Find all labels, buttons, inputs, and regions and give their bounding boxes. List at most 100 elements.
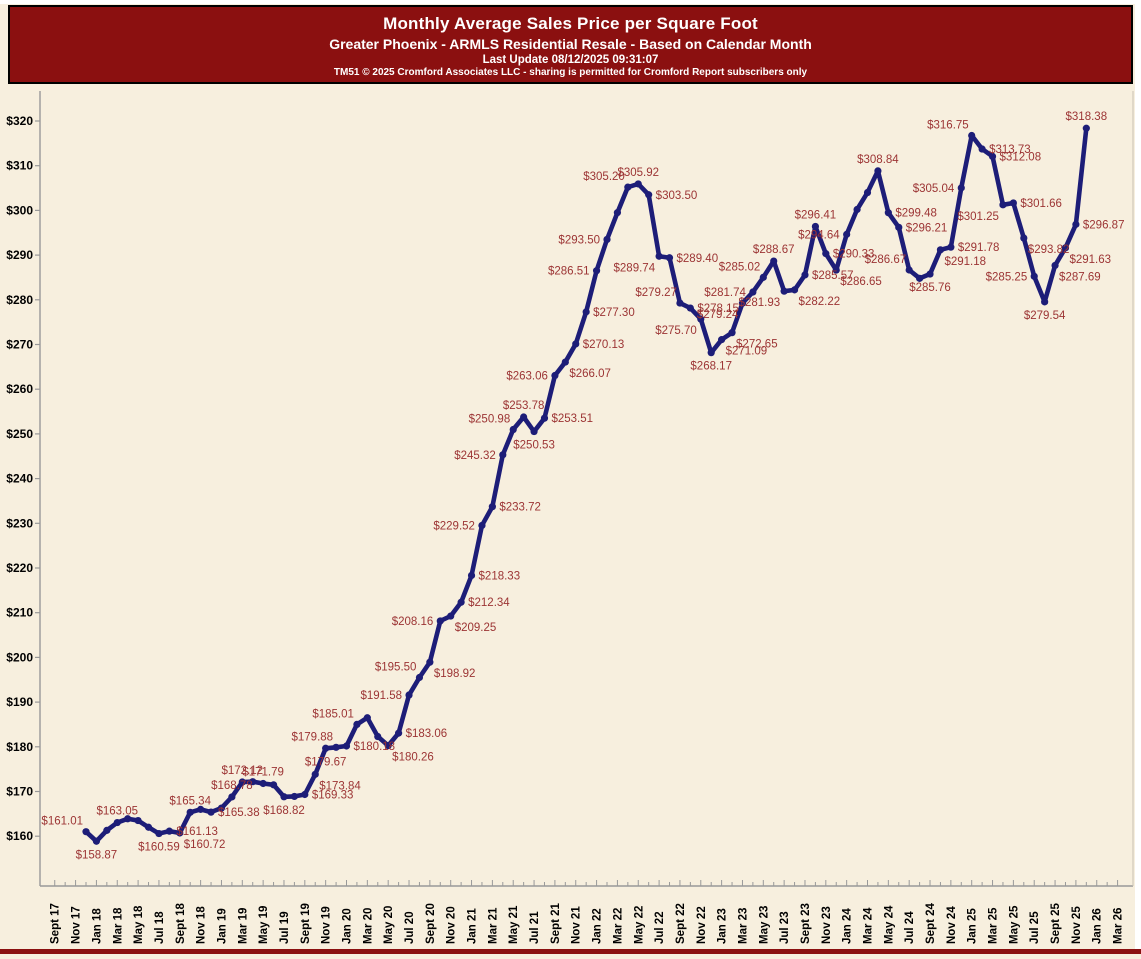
data-point-label: $303.50 [656,190,698,202]
x-tick-label: Nov 23 [821,906,833,944]
data-point-marker [280,793,288,801]
data-point-label: $313.73 [989,144,1031,156]
data-point-marker [738,299,747,307]
data-point-label: $299.48 [895,208,937,220]
data-point-marker [207,808,215,816]
data-point-label: $293.82 [1028,244,1070,256]
data-point-marker [1072,220,1080,228]
data-point-marker [572,340,580,348]
x-tick-label: Jan 18 [91,908,103,944]
data-point-label: $208.16 [392,616,434,628]
data-point-marker [613,209,622,217]
data-point-marker [936,246,945,254]
x-tick-label: Mar 23 [737,908,749,944]
x-tick-label: Jul 24 [904,911,916,944]
data-point-marker [1041,298,1049,306]
data-point-marker [676,299,684,307]
x-tick-label: May 21 [508,905,520,944]
y-tick-label: $260 [6,382,33,396]
x-tick-label: May 19 [258,906,270,944]
data-point-marker [540,414,549,422]
data-point-marker [322,744,330,752]
data-point-label: $229.52 [433,520,475,532]
x-tick-label: Sept 18 [175,902,187,944]
data-point-label: $281.74 [704,287,746,299]
x-tick-label: Jul 23 [779,911,791,944]
data-point-label: $180.26 [392,752,434,764]
data-point-marker [228,793,236,801]
data-point-label: $291.18 [944,256,986,268]
x-tick-label: Jul 21 [529,911,541,944]
data-point-marker [134,816,142,825]
data-point-label: $289.74 [614,262,656,274]
data-point-marker [415,673,424,682]
chart-header: Monthly Average Sales Price per Square F… [8,5,1133,84]
data-point-label: $161.01 [41,816,83,828]
data-point-label: $253.78 [503,400,545,412]
x-tick-label: Mar 18 [112,907,124,944]
data-point-marker [853,205,861,214]
data-point-marker [874,167,882,175]
y-tick-label: $300 [6,203,33,217]
data-point-marker [770,257,778,265]
data-point-label: $271.09 [726,346,768,358]
x-tick-label: Jan 21 [467,908,479,944]
data-point-label: $158.87 [76,849,118,861]
data-point-label: $270.13 [583,339,625,351]
x-tick-label: Nov 17 [71,906,83,944]
data-point-marker [749,288,757,296]
x-tick-label: Sept 19 [300,903,312,944]
data-point-marker [530,427,538,436]
data-point-label: $281.93 [739,297,781,309]
data-point-label: $277.30 [593,307,635,319]
y-tick-label: $200 [6,650,33,664]
data-point-marker [895,223,903,231]
x-tick-label: Sept 22 [675,903,687,944]
x-tick-label: Nov 24 [946,906,958,944]
data-point-label: $288.67 [753,244,795,256]
y-tick-label: $280 [6,293,33,307]
page-bottom-strip [0,949,1141,954]
x-tick-label: Jan 23 [717,908,729,944]
data-point-marker [467,571,476,580]
y-tick-label: $290 [6,248,33,262]
data-point-label: $312.08 [1000,151,1042,163]
price-line-chart: $160 $170 $180 $190 $200 $210 $220 $230 $240 $250… [0,86,1141,954]
y-tick-label: $210 [6,606,33,620]
y-tick-label: $310 [6,159,33,173]
y-tick-label: $230 [6,516,33,530]
data-point-label: $305.04 [913,183,955,195]
data-point-marker [124,815,132,823]
data-point-marker [645,191,653,199]
data-point-marker [436,617,444,625]
data-point-label: $294.64 [798,229,840,241]
data-point-marker [290,792,298,801]
data-point-marker [186,808,194,816]
x-tick-label: Sept 21 [550,902,562,944]
data-point-marker [374,732,382,741]
data-point-marker [405,691,413,699]
y-tick-label: $250 [6,427,33,441]
data-point-marker [1030,272,1038,280]
x-tick-label: Jul 19 [279,911,291,944]
x-tick-label: Jan 19 [216,908,228,944]
data-point-label: $266.07 [569,368,611,380]
data-point-marker [832,266,840,274]
data-point-label: $305.20 [583,171,625,183]
y-tick-label: $160 [6,829,33,843]
data-point-label: $180.18 [354,741,396,753]
data-point-label: $161.13 [176,826,218,838]
data-point-label: $286.65 [840,276,882,288]
data-point-marker [780,287,788,295]
y-tick-label: $320 [6,114,33,128]
data-point-label: $218.33 [479,570,521,582]
data-point-marker [947,243,955,251]
data-point-label: $163.05 [96,806,138,818]
x-tick-label: Jul 18 [154,911,166,944]
data-point-label: $168.78 [211,780,253,792]
data-point-marker [968,131,976,140]
data-point-label: $165.38 [218,807,260,819]
y-tick-label: $270 [6,338,33,352]
data-point-label: $272.65 [736,339,778,351]
data-point-label: $285.57 [812,270,854,282]
